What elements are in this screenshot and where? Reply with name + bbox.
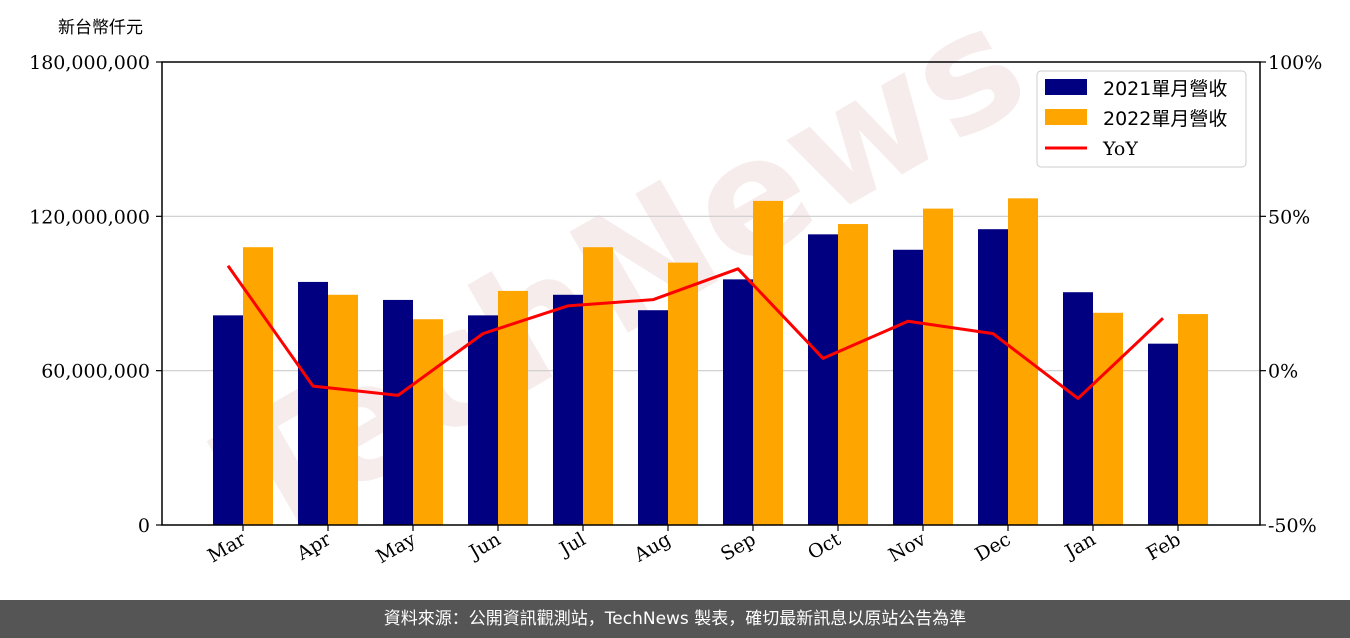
bar-2022-Mar [243, 247, 273, 525]
bar-2022-Feb [1178, 314, 1208, 525]
x-tick-label: Jul [554, 528, 589, 561]
bar-2021-Jun [468, 315, 498, 525]
y-right-tick-label: 100% [1268, 52, 1322, 74]
bar-2022-Nov [923, 208, 953, 525]
bar-2021-Aug [638, 310, 668, 525]
y-left-tick-label: 60,000,000 [41, 361, 150, 383]
bar-2022-Dec [1008, 198, 1038, 526]
bar-2021-Oct [808, 234, 838, 526]
bar-2022-Jun [498, 290, 528, 525]
x-tick-label: Sep [717, 528, 760, 565]
bar-2022-May [413, 319, 443, 525]
bar-2021-Sep [723, 279, 753, 525]
bar-2021-Apr [298, 281, 328, 525]
y-left-tick-label: 120,000,000 [29, 206, 150, 228]
bar-2022-Apr [328, 294, 358, 525]
yoy-line [226, 264, 1165, 400]
bar-2021-Feb [1148, 343, 1178, 525]
y-axis-unit-label: 新台幣仟元 [58, 18, 143, 38]
legend-label-2022: 2022單月營收 [1103, 108, 1227, 130]
bar-2022-Sep [753, 200, 783, 525]
y-left-tick-label: 180,000,000 [29, 52, 150, 74]
bar-2022-Jul [583, 247, 613, 525]
bar-2021-Jul [553, 294, 583, 525]
bar-2021-May [383, 299, 413, 525]
y-right-tick-label: -50% [1268, 515, 1317, 537]
bar-2022-Jan [1093, 312, 1123, 525]
y-right-tick-label: 0% [1268, 361, 1298, 383]
x-tick-label: Jun [464, 528, 505, 564]
bar-2022-Oct [838, 224, 868, 526]
plot-frame [161, 61, 1261, 526]
source-footer: 資料來源：公開資訊觀測站，TechNews 製表，確切最新訊息以原站公告為準 [0, 600, 1350, 638]
x-tick-label: Dec [971, 528, 1014, 566]
bar-2022-Aug [668, 262, 698, 525]
x-tick-label: May [373, 528, 420, 568]
bars [213, 198, 1208, 526]
x-tick-label: Mar [204, 528, 250, 567]
yoy-line-group [226, 264, 1165, 400]
bar-2021-Dec [978, 229, 1008, 525]
chart: TechNews 新台幣仟元 060,000,000120,000,000180… [29, 0, 1322, 576]
legend-label-yoy: YoY [1102, 138, 1138, 160]
legend: 2021單月營收 2022單月營收 YoY [1036, 70, 1247, 168]
x-tick-label: Oct [804, 528, 845, 564]
x-tick-label: Nov [885, 528, 930, 567]
legend-swatch-2022 [1045, 109, 1087, 125]
x-tick-label: Jan [1060, 528, 1100, 564]
bar-2021-Nov [893, 249, 923, 525]
x-tick-label: Feb [1143, 528, 1185, 565]
bar-2021-Mar [213, 315, 243, 525]
bar-2021-Jan [1063, 292, 1093, 525]
y-left-tick-label: 0 [138, 515, 150, 537]
x-tick-label: Aug [630, 528, 675, 567]
y-right-tick-label: 50% [1268, 206, 1310, 228]
legend-swatch-2021 [1045, 79, 1087, 95]
legend-box [1036, 70, 1247, 168]
legend-label-2021: 2021單月營收 [1103, 78, 1227, 100]
